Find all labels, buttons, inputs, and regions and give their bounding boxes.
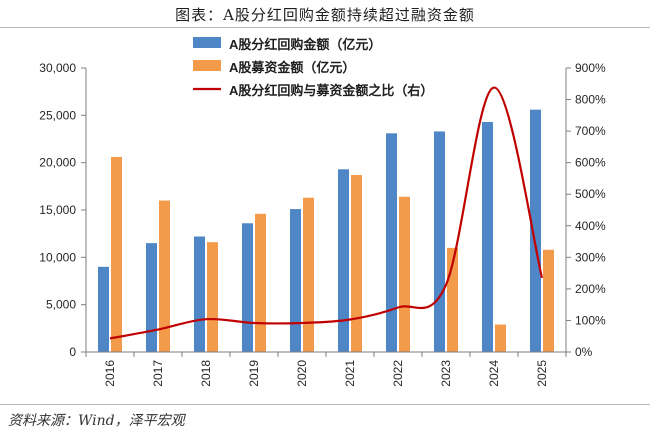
right-tick-label: 800%: [575, 93, 606, 107]
bar-financing: [351, 174, 362, 352]
left-axis: 0 5,000 10,000 15,000 20,000 25,000 30,000: [39, 61, 86, 359]
x-tick-label: 2018: [199, 360, 213, 387]
legend-label: A股分红回购金额（亿元）: [229, 37, 381, 52]
right-axis: 0% 100% 200% 300% 400% 500% 600% 700% 800% 900%: [566, 61, 606, 359]
legend-swatch: [193, 37, 221, 48]
left-tick-label: 25,000: [39, 108, 76, 122]
axes: [85, 68, 567, 353]
left-tick-label: 15,000: [39, 203, 76, 217]
left-tick-label: 5,000: [46, 298, 76, 312]
bar-financing: [207, 242, 218, 352]
x-tick-label: 2016: [103, 360, 117, 387]
legend-label: A股募资金额（亿元）: [229, 60, 355, 75]
x-axis: 2016 2017 2018 2019 2020 2021 2022 2023 2024 2025: [85, 352, 567, 387]
right-tick-label: 500%: [575, 187, 606, 201]
left-tick-label: 30,000: [39, 61, 76, 75]
legend-label: A股分红回购与募资金额之比（右）: [229, 83, 433, 98]
bar-buyback: [434, 131, 445, 352]
legend: A股分红回购金额（亿元） A股募资金额（亿元） A股分红回购与募资金额之比（右）: [193, 37, 433, 98]
x-tick-label: 2017: [151, 360, 165, 387]
right-tick-label: 600%: [575, 156, 606, 170]
x-tick-label: 2022: [391, 360, 405, 387]
left-tick-label: 0: [69, 345, 76, 359]
legend-swatch: [193, 60, 221, 71]
title-bar: 图表：A股分红回购金额持续超过融资金额: [0, 0, 650, 28]
bar-buyback: [146, 243, 157, 352]
bar-buyback: [98, 266, 109, 352]
bar-financing: [495, 324, 506, 352]
chart-title: 图表：A股分红回购金额持续超过融资金额: [175, 6, 475, 24]
ratio-series: [109, 86, 544, 340]
bar-buyback: [482, 121, 493, 353]
bar-financing: [543, 249, 554, 352]
bar-financing: [159, 200, 170, 352]
bar-buyback: [530, 109, 541, 352]
source-note: 资料来源：Wind，泽平宏观: [8, 413, 185, 429]
bar-financing: [303, 197, 314, 352]
bar-financing: [399, 196, 410, 352]
bar-financing: [447, 247, 458, 352]
x-tick-label: 2024: [487, 360, 501, 387]
left-tick-label: 20,000: [39, 156, 76, 170]
right-tick-label: 0%: [575, 345, 593, 359]
x-tick-label: 2023: [439, 360, 453, 387]
right-tick-label: 900%: [575, 61, 606, 75]
x-tick-label: 2021: [343, 360, 357, 387]
bar-financing: [255, 213, 266, 352]
right-tick-label: 700%: [575, 124, 606, 138]
bar-financing: [111, 156, 122, 352]
source-divider: [0, 404, 650, 405]
right-tick-label: 300%: [575, 250, 606, 264]
x-tick-label: 2019: [247, 360, 261, 387]
right-tick-label: 100%: [575, 313, 606, 327]
x-tick-label: 2020: [295, 360, 309, 387]
right-tick-label: 200%: [575, 282, 606, 296]
bar-buyback: [242, 223, 253, 352]
left-tick-label: 10,000: [39, 250, 76, 264]
bar-buyback: [386, 133, 397, 352]
bar-series: [98, 109, 554, 353]
bar-buyback: [194, 236, 205, 352]
ratio-line: [109, 86, 544, 340]
bar-buyback: [290, 209, 301, 352]
bar-buyback: [338, 169, 349, 352]
x-tick-label: 2025: [535, 360, 549, 387]
right-tick-label: 400%: [575, 219, 606, 233]
